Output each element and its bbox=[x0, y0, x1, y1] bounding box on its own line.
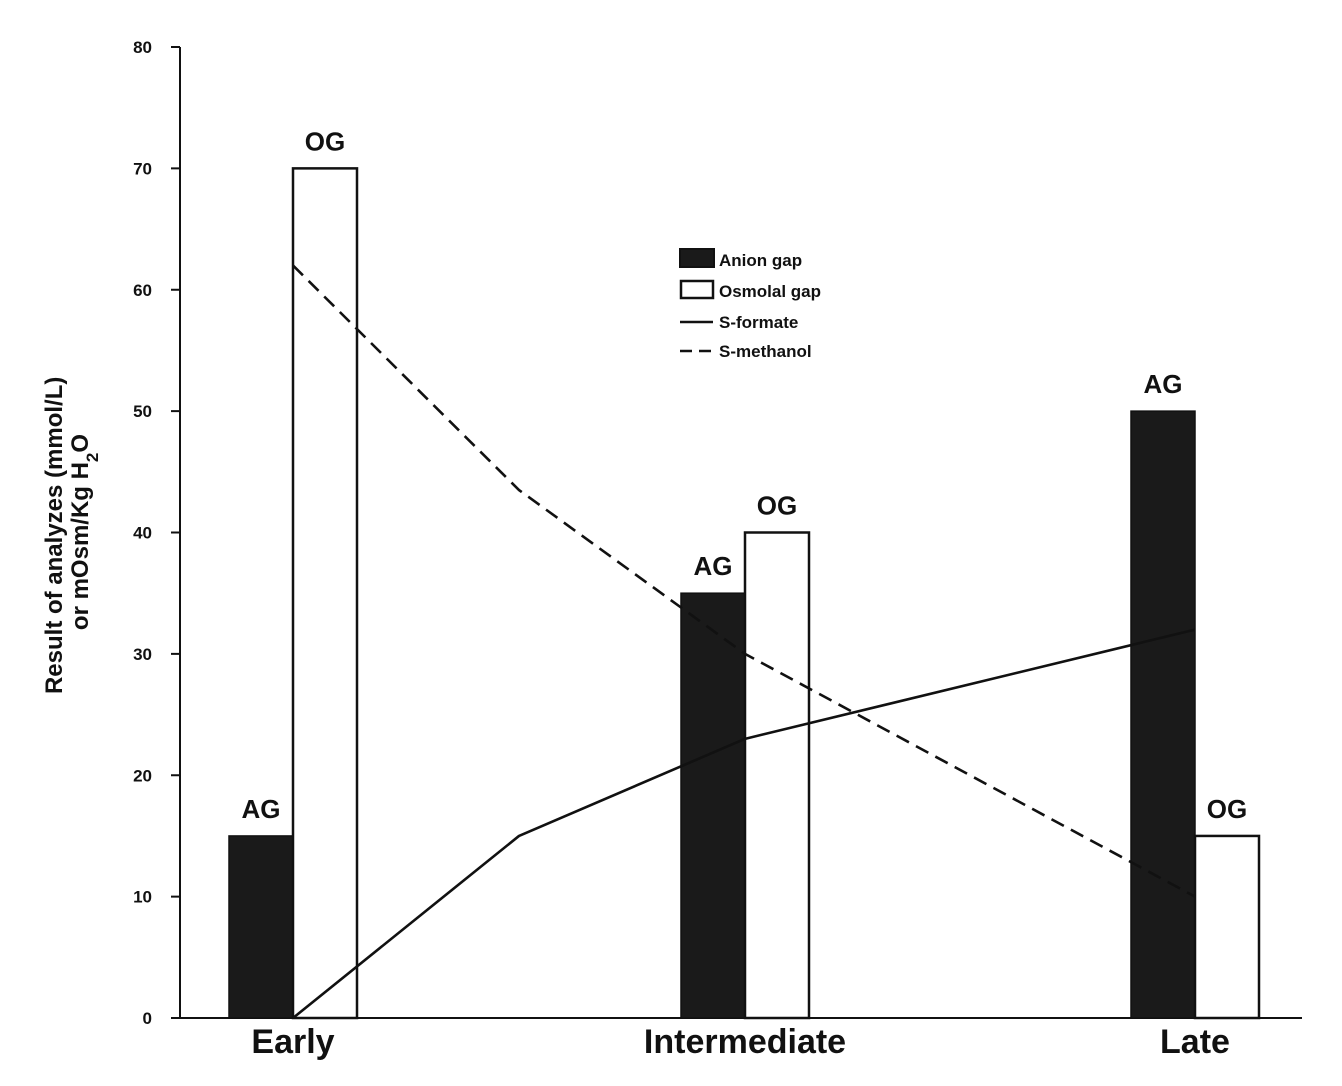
bar-anion-gap-early bbox=[228, 835, 294, 1019]
bar-label-anion-gap-intermediate: AG bbox=[694, 551, 733, 581]
legend: Anion gap Osmolal gap S-formate S-methan… bbox=[679, 248, 821, 361]
line-s-formate bbox=[292, 628, 1196, 1020]
category-label-late: Late bbox=[1160, 1023, 1230, 1061]
bar-label-osmolal-gap-intermediate: OG bbox=[757, 491, 797, 521]
bar-osmolal-gap-late bbox=[1193, 834, 1261, 1020]
bar-labels: AG AG AG OG OG OG bbox=[242, 126, 1248, 824]
category-label-early: Early bbox=[251, 1023, 334, 1061]
y-tick-label: 70 bbox=[133, 159, 152, 178]
bar-label-anion-gap-late: AG bbox=[1144, 369, 1183, 399]
bar-anion-gap-late bbox=[1130, 410, 1196, 1019]
y-axis-title-subscript: 2 bbox=[83, 453, 102, 462]
bar-label-anion-gap-early: AG bbox=[242, 794, 281, 824]
legend-label-anion-gap: Anion gap bbox=[719, 251, 802, 270]
y-axis-title-line-2: or mOsm/Kg H2O bbox=[67, 434, 102, 630]
bar-label-osmolal-gap-late: OG bbox=[1207, 794, 1247, 824]
y-tick-label: 30 bbox=[133, 645, 152, 664]
y-tick-label: 0 bbox=[143, 1009, 152, 1028]
y-tick-label: 10 bbox=[133, 888, 152, 907]
y-tick-label: 80 bbox=[133, 38, 152, 57]
axes: 0 10 20 30 40 50 60 70 80 bbox=[133, 38, 1302, 1028]
bar-anion-gap-intermediate bbox=[680, 592, 746, 1019]
y-tick-label: 40 bbox=[133, 524, 152, 543]
series-lines bbox=[292, 264, 1196, 1020]
y-axis-title-line-1: Result of analyzes (mmol/L) bbox=[41, 377, 68, 694]
y-tick-label: 60 bbox=[133, 281, 152, 300]
line-s-methanol bbox=[292, 264, 1196, 898]
legend-swatch-osmolal-gap bbox=[679, 279, 715, 300]
bar-osmolal-gap-intermediate bbox=[743, 531, 811, 1020]
y-axis-title: Result of analyzes (mmol/L) or mOsm/Kg H… bbox=[41, 370, 102, 694]
legend-swatch-anion-gap bbox=[679, 248, 715, 268]
category-labels: Early Intermediate Late bbox=[251, 1023, 1230, 1061]
y-tick-label: 50 bbox=[133, 402, 152, 421]
bars bbox=[228, 167, 1261, 1020]
bar-label-osmolal-gap-early: OG bbox=[305, 126, 345, 156]
bar-osmolal-gap-early bbox=[291, 167, 359, 1020]
y-tick-label: 20 bbox=[133, 766, 152, 785]
category-label-intermediate: Intermediate bbox=[644, 1023, 846, 1061]
legend-label-osmolal-gap: Osmolal gap bbox=[719, 282, 821, 301]
y-ticks: 0 10 20 30 40 50 60 70 80 bbox=[133, 38, 180, 1028]
legend-label-s-methanol: S-methanol bbox=[719, 342, 812, 361]
legend-label-s-formate: S-formate bbox=[719, 313, 798, 332]
